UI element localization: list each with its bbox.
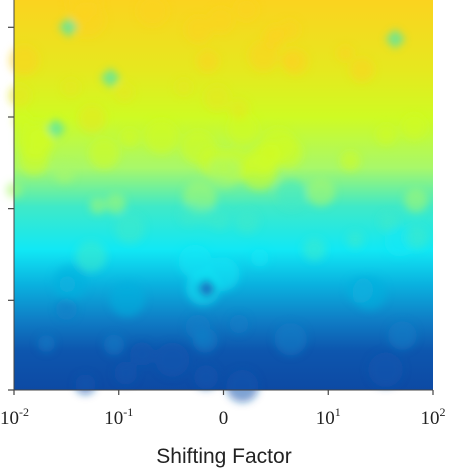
heatmap-cell — [405, 226, 429, 249]
x-tick-label: 10-2 — [0, 405, 29, 429]
heatmap-cell — [78, 104, 107, 133]
heatmap-cell — [89, 197, 107, 215]
heatmap-cell — [196, 49, 219, 73]
x-axis-ticks — [13, 390, 434, 395]
heatmap-cell — [276, 179, 307, 210]
heatmap-cell — [248, 40, 279, 71]
heatmap-cell — [196, 278, 217, 299]
heatmap-cell — [229, 314, 249, 334]
heatmap-cell — [302, 237, 326, 261]
heatmap-cell — [208, 7, 234, 34]
heatmap-cell — [379, 212, 399, 232]
heatmap-cell — [54, 163, 75, 184]
x-tick-label: 102 — [421, 405, 446, 429]
heatmap-cell — [346, 231, 364, 249]
heatmap-cell — [235, 209, 260, 234]
heatmap-cell — [385, 29, 406, 49]
heatmap-cell — [226, 369, 259, 403]
heatmap-cell — [404, 188, 428, 213]
x-tick-label: 10-1 — [104, 405, 133, 429]
heatmap-cell — [9, 45, 40, 76]
heatmap-cell — [337, 45, 354, 62]
heatmap-cell — [209, 208, 230, 230]
heatmap-cell — [137, 0, 168, 27]
heatmap-cell — [75, 241, 107, 272]
heatmap-cell — [387, 321, 417, 350]
heatmap-cell — [401, 113, 428, 140]
heatmap-cell — [66, 0, 102, 20]
heatmap-cell — [75, 374, 96, 395]
heatmap-cell — [196, 206, 215, 225]
plot-area — [6, 0, 433, 403]
heatmap-cell — [100, 68, 121, 88]
heatmap-cell — [209, 157, 240, 189]
heatmap-field — [14, 0, 433, 390]
heatmap-cell — [193, 364, 219, 390]
heatmap-cell — [109, 281, 145, 317]
heatmap-cell — [105, 193, 126, 214]
heatmap-cell — [205, 256, 240, 292]
heatmap-cell — [178, 244, 212, 279]
heatmap-cell — [55, 298, 78, 320]
heatmap-cell — [228, 98, 250, 120]
heatmap-cell — [340, 150, 361, 171]
heatmap-cell — [120, 127, 140, 148]
heatmap-cell — [144, 119, 179, 154]
heatmap-cell — [13, 112, 31, 130]
y-axis-ticks — [8, 26, 14, 391]
heatmap-cell — [260, 127, 296, 163]
heatmap-cell — [114, 213, 145, 244]
heatmap-cell — [280, 50, 300, 70]
heatmap-cell — [227, 113, 259, 145]
heatmap-cell — [103, 334, 125, 356]
heatmap-cell — [130, 342, 154, 366]
x-tick-label: 0 — [219, 408, 229, 429]
heatmap-cell — [175, 78, 192, 96]
heatmap-cell — [204, 84, 231, 111]
heatmap-cell — [52, 264, 88, 300]
heatmap-cell — [234, 0, 258, 21]
heatmap-cell — [349, 57, 375, 82]
heatmap-cell — [375, 123, 397, 145]
x-axis-tick-labels: 10-2 10-1 0 101 102 — [0, 405, 446, 429]
heatmap-cell — [115, 82, 134, 102]
heatmap-cell — [62, 78, 80, 97]
heatmap-cell — [155, 342, 190, 377]
heatmap-noise-layer — [6, 0, 429, 403]
heatmap-cell — [250, 248, 269, 267]
heatmap-cell — [181, 130, 216, 165]
heatmap-cell — [352, 275, 387, 311]
heatmap-cell — [88, 138, 120, 169]
heatmap-cell — [274, 322, 307, 356]
heatmap-cell — [306, 177, 336, 207]
heatmap-cell — [17, 119, 54, 155]
x-tick-label: 101 — [316, 405, 341, 429]
heatmap-cell — [193, 328, 212, 346]
heatmap-cell — [8, 84, 31, 107]
heatmap-cell — [37, 334, 56, 353]
x-axis-title: Shifting Factor — [156, 445, 291, 468]
axes: 10-2 10-1 0 101 102 — [0, 0, 446, 429]
heatmap-cell — [184, 15, 213, 43]
heatmap-cell — [114, 361, 138, 385]
heatmap-cell — [368, 352, 404, 388]
heatmap-cell — [178, 203, 201, 226]
